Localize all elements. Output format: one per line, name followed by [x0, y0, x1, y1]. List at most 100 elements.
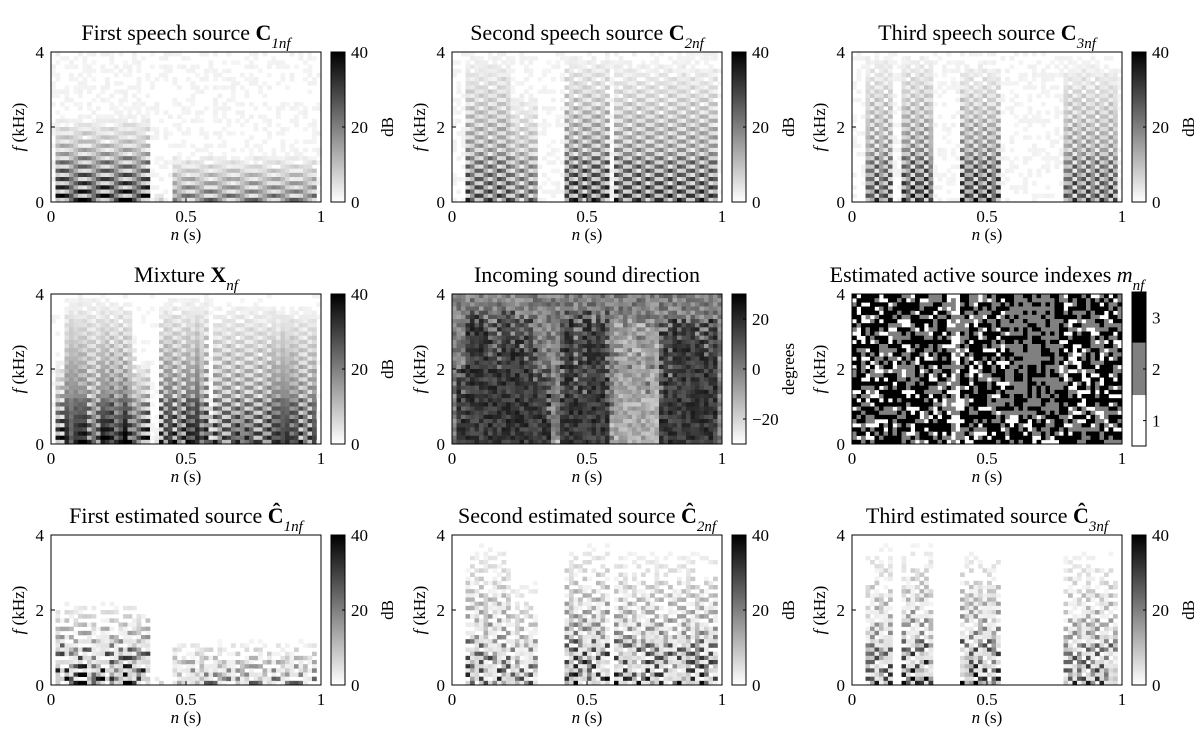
x-tick-label: 0.5 — [175, 449, 196, 468]
x-tick-label: 1 — [317, 449, 326, 468]
colorbar: 40 20 0 dB — [330, 526, 397, 695]
x-tick-label: 1 — [317, 690, 326, 709]
x-tick-label: 0 — [448, 207, 457, 226]
colorbar: 40 20 0 dB — [1131, 43, 1198, 212]
x-tick-label: 0 — [848, 690, 857, 709]
colorbar-tick-label: 0 — [752, 193, 761, 212]
colorbar-gradient — [331, 294, 345, 444]
x-tick-label: 1 — [317, 207, 326, 226]
colorbar-tick-label: 40 — [351, 43, 368, 62]
y-tick-label: 0 — [837, 676, 846, 695]
heatmap-cells — [452, 294, 723, 445]
y-tick-label: 0 — [837, 193, 846, 212]
panel-title: Second speech source C2nf — [470, 20, 705, 52]
y-tick-label: 0 — [36, 193, 45, 212]
y-tick-label: 4 — [36, 285, 45, 304]
colorbar-tick-label: 0 — [1152, 193, 1161, 212]
y-axis-label: f (kHz) — [810, 586, 829, 635]
x-axis-label: n (s) — [972, 708, 1003, 727]
panel-title: Third speech source C3nf — [878, 20, 1098, 52]
colorbar-tick-label: 20 — [351, 601, 368, 620]
x-tick-label: 0 — [47, 449, 56, 468]
panel-title: Second estimated source Ĉ2nf — [458, 503, 718, 535]
y-tick-label: 0 — [36, 435, 45, 454]
panel-8: Second estimated source Ĉ2nf 0 0.5 1 n (s) 4 2… — [410, 503, 798, 727]
x-tick-label: 0 — [47, 207, 56, 226]
colorbar-tick-label: 40 — [752, 526, 769, 545]
y-axis-label: f (kHz) — [9, 103, 28, 152]
x-tick-label: 0.5 — [576, 207, 597, 226]
colorbar-gradient — [732, 294, 746, 444]
heatmap-cells — [51, 52, 322, 203]
colorbar-label: dB — [1179, 117, 1198, 137]
colorbar-label: dB — [378, 359, 397, 379]
x-tick-label: 1 — [1118, 449, 1127, 468]
colorbar-label: dB — [779, 117, 798, 137]
colorbar-gradient — [1132, 535, 1146, 685]
x-axis-label: n (s) — [572, 708, 603, 727]
y-tick-label: 2 — [36, 360, 45, 379]
x-tick-label: 0.5 — [976, 449, 997, 468]
colorbar: 40 20 0 dB — [731, 526, 798, 695]
heatmap-cells — [852, 52, 1123, 203]
colorbar-tick-label: 0 — [1152, 676, 1161, 695]
colorbar: 3 2 1 — [1131, 291, 1161, 447]
y-tick-label: 2 — [36, 118, 45, 137]
x-tick-label: 0 — [448, 449, 457, 468]
x-tick-label: 0 — [448, 690, 457, 709]
colorbar-label: dB — [779, 600, 798, 620]
y-tick-label: 4 — [36, 526, 45, 545]
y-tick-label: 0 — [437, 676, 446, 695]
x-tick-label: 0.5 — [576, 449, 597, 468]
colorbar-gradient — [331, 535, 345, 685]
colorbar-tick-label: 40 — [1152, 43, 1169, 62]
colorbar-tick-label: 20 — [351, 360, 368, 379]
panel-title: First estimated source Ĉ1nf — [69, 503, 304, 535]
colorbar-tick-label: 0 — [752, 360, 761, 379]
y-tick-label: 4 — [36, 43, 45, 62]
x-tick-label: 0.5 — [576, 690, 597, 709]
y-axis-label: f (kHz) — [810, 103, 829, 152]
panel-title: First speech source C1nf — [81, 20, 292, 52]
colorbar-tick-label: 20 — [752, 118, 769, 137]
colorbar: 40 20 0 dB — [731, 43, 798, 212]
y-tick-label: 4 — [837, 43, 846, 62]
x-axis-label: n (s) — [171, 225, 202, 244]
colorbar-tick-label: 2 — [1152, 360, 1161, 379]
x-tick-label: 1 — [718, 207, 727, 226]
x-tick-label: 0 — [47, 690, 56, 709]
y-tick-label: 2 — [837, 601, 846, 620]
y-tick-label: 4 — [437, 43, 446, 62]
x-tick-label: 1 — [1118, 690, 1127, 709]
y-tick-label: 0 — [437, 193, 446, 212]
colorbar: 40 20 0 dB — [330, 43, 397, 212]
y-tick-label: 2 — [837, 118, 846, 137]
colorbar-tick-label: 0 — [351, 435, 360, 454]
x-tick-label: 0 — [848, 449, 857, 468]
colorbar-tick-label: 20 — [752, 601, 769, 620]
panel-title: Mixture Xnf — [134, 262, 240, 294]
heatmap-cells — [51, 294, 322, 445]
heatmap-cells — [55, 601, 317, 686]
y-axis-label: f (kHz) — [410, 586, 429, 635]
colorbar-tick-label: −20 — [752, 410, 779, 429]
colorbar: 40 20 0 dB — [1131, 526, 1198, 695]
colorbar-label: dB — [378, 117, 397, 137]
colorbar-block-1 — [1132, 395, 1146, 446]
colorbar-tick-label: 20 — [752, 310, 769, 329]
colorbar-gradient — [1132, 52, 1146, 202]
heatmap-cells — [852, 294, 1123, 445]
x-tick-label: 1 — [718, 449, 727, 468]
colorbar-tick-label: 20 — [1152, 601, 1169, 620]
panel-title: Incoming sound direction — [474, 262, 700, 287]
colorbar: 40 20 0 dB — [330, 285, 397, 454]
x-axis-label: n (s) — [171, 467, 202, 486]
panel-title: Estimated active source indexes mnf — [830, 262, 1147, 294]
colorbar-tick-label: 0 — [351, 193, 360, 212]
y-axis-label: f (kHz) — [410, 103, 429, 152]
x-axis-label: n (s) — [572, 467, 603, 486]
y-tick-label: 0 — [437, 435, 446, 454]
